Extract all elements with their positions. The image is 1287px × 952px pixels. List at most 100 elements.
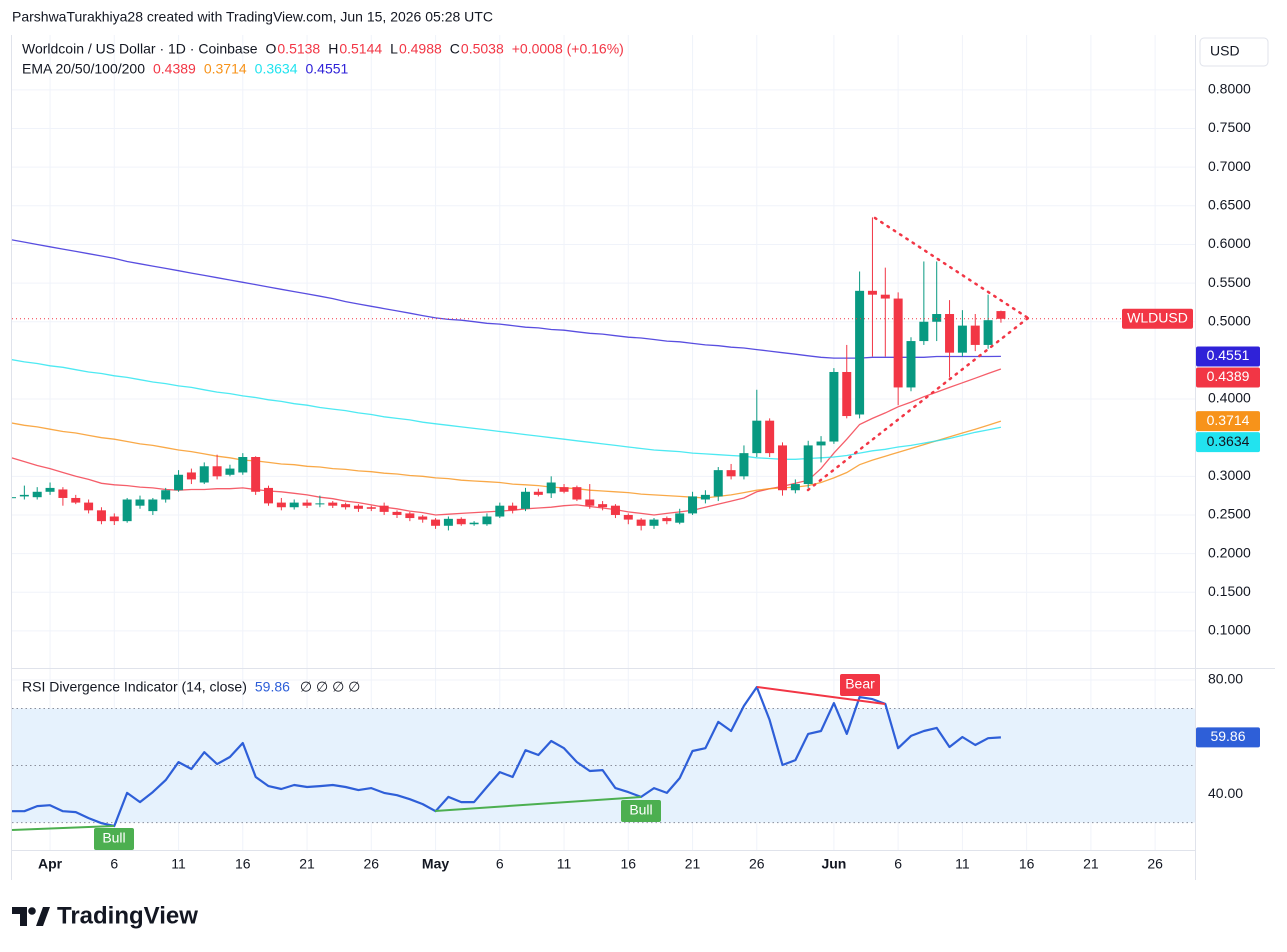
logo: [12, 907, 50, 926]
y-tick-label: 0.6000: [1208, 235, 1251, 251]
rsi-pane: [12, 668, 1195, 850]
y-tick-label: 0.2000: [1208, 544, 1251, 560]
candle-body: [598, 504, 608, 508]
legend-text: 0.5144: [339, 41, 382, 57]
y-tick-label: 0.8000: [1208, 81, 1251, 97]
candle-body: [726, 470, 736, 477]
divergence-line: [434, 796, 642, 812]
rsi-tag-bg: [1196, 727, 1260, 748]
candle-body: [315, 503, 325, 505]
legend-text: H: [328, 41, 338, 57]
legend-text: 0.4988: [399, 41, 442, 57]
candle-body: [58, 489, 68, 498]
candle-body: [829, 371, 839, 442]
candle-body: [96, 510, 106, 522]
candle-body: [855, 290, 865, 415]
candle-body: [649, 519, 659, 526]
frame: [11, 35, 1275, 880]
pattern-line: [806, 316, 1030, 492]
ema-tag: 0.4551: [1207, 347, 1250, 363]
divergence-line: [11, 825, 115, 831]
candle-body: [328, 502, 338, 506]
ema-tag-bg: [1196, 367, 1260, 388]
legend-text: EMA 20/50/100/200: [22, 61, 145, 77]
annotation-box: [94, 828, 134, 850]
candle-body: [675, 513, 685, 523]
x-tick-label: 26: [1147, 856, 1163, 872]
candle-body: [264, 487, 273, 504]
candle-body: [970, 325, 980, 345]
legend-text: O: [266, 41, 277, 57]
candle-body: [700, 494, 710, 500]
candle-body: [636, 519, 646, 526]
candle-body: [880, 294, 890, 299]
rsi-line: [12, 686, 1001, 828]
candle-body: [431, 519, 441, 526]
x-tick-label: 11: [557, 856, 572, 872]
candle-body: [585, 499, 595, 506]
candle-body: [174, 474, 184, 491]
candle-body: [225, 468, 235, 475]
candle-body: [469, 522, 479, 525]
legend-text: 0.4389: [153, 61, 196, 77]
x-tick-label: 16: [235, 856, 251, 872]
ema-tag-bg: [1196, 432, 1260, 453]
candle-body: [932, 314, 942, 322]
legend-text: 0.4551: [305, 61, 348, 77]
candle-body: [688, 496, 698, 514]
candle-body: [945, 314, 955, 353]
annotation-box: [621, 800, 661, 822]
candle-body: [122, 499, 132, 522]
candle-body: [957, 325, 967, 353]
candle-body: [662, 518, 672, 522]
legend-text: 0.3714: [204, 61, 247, 77]
rsi-tag: 59.86: [1210, 728, 1245, 744]
x-tick-label: Jun: [821, 856, 846, 872]
candle-body: [135, 499, 145, 506]
candle-body: [521, 491, 530, 509]
candle-body: [238, 457, 248, 473]
legend-text: 0.3634: [255, 61, 298, 77]
candle-body: [366, 507, 376, 509]
x-tick-label: 26: [749, 856, 765, 872]
candle-body: [456, 518, 466, 525]
candle-body: [251, 457, 261, 492]
pattern-line: [873, 216, 1030, 320]
x-tick-label: 6: [496, 856, 504, 872]
candle-body: [186, 472, 196, 480]
logo-text: TradingView: [57, 902, 198, 929]
candle-body: [148, 499, 158, 512]
logo-icon: [12, 907, 27, 926]
legend-text: L: [390, 41, 398, 57]
candle-body: [790, 484, 800, 491]
annotation-label: Bull: [629, 802, 652, 818]
candle-body: [379, 505, 389, 512]
x-tick-label: 6: [894, 856, 902, 872]
candle-body: [867, 290, 877, 295]
ema-tag-bg: [1196, 346, 1260, 367]
x-tick-label: May: [422, 856, 449, 872]
candle-body: [533, 491, 543, 495]
candle-body: [713, 470, 723, 497]
legend-text: 0.5138: [277, 41, 320, 57]
y-tick-label: 0.5500: [1208, 274, 1251, 290]
candle-body: [816, 441, 826, 446]
x-tick-label: 16: [621, 856, 637, 872]
candle-body: [289, 502, 299, 508]
candle-body: [508, 505, 518, 511]
candle-body: [405, 513, 415, 519]
rsi-band: [12, 708, 1195, 823]
candle-body: [495, 505, 505, 517]
candle-body: [559, 487, 569, 492]
annotation-label: Bear: [845, 676, 875, 692]
y-tick-label: 0.7000: [1208, 158, 1251, 174]
legend-text: 59.86: [255, 679, 290, 695]
legend-text: RSI Divergence Indicator (14, close): [22, 679, 247, 695]
x-tick-label: Apr: [38, 856, 63, 872]
candle-body: [341, 504, 351, 508]
x-tick-label: 21: [685, 856, 701, 872]
candle-body: [765, 420, 775, 454]
ema-line: [12, 239, 1001, 359]
currency-box[interactable]: [1199, 37, 1269, 67]
